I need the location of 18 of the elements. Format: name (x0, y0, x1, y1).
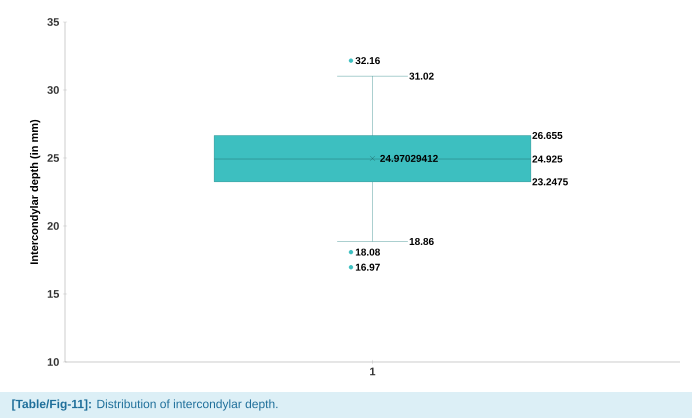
y-tick-label: 30 (47, 86, 59, 94)
y-tick-label: 15 (48, 290, 60, 298)
annotation: 24.925 (532, 155, 562, 163)
y-tick-label: 20 (47, 222, 59, 230)
text: [Table/Fig-11]: Distribution of intercondylar depth. (12, 399, 278, 411)
annotation: 16.97 (356, 264, 380, 271)
y-axis-title: Intercondylar depth (in mm) (30, 120, 40, 264)
x-tick-label: 1 (370, 368, 376, 376)
annotation: 32.16 (355, 57, 380, 64)
annotation: 31.02 (409, 72, 434, 80)
y-tick-label: 10 (48, 358, 59, 366)
annotation: 18.86 (410, 238, 434, 246)
y-tick-label: 35 (47, 18, 60, 26)
annotation: 26.655 (532, 132, 562, 140)
y-tick-label: 25 (47, 154, 60, 162)
annotation: 23.2475 (532, 178, 568, 186)
annotation: 18.08 (356, 248, 380, 256)
annotation: 24.97029412 (380, 154, 438, 162)
